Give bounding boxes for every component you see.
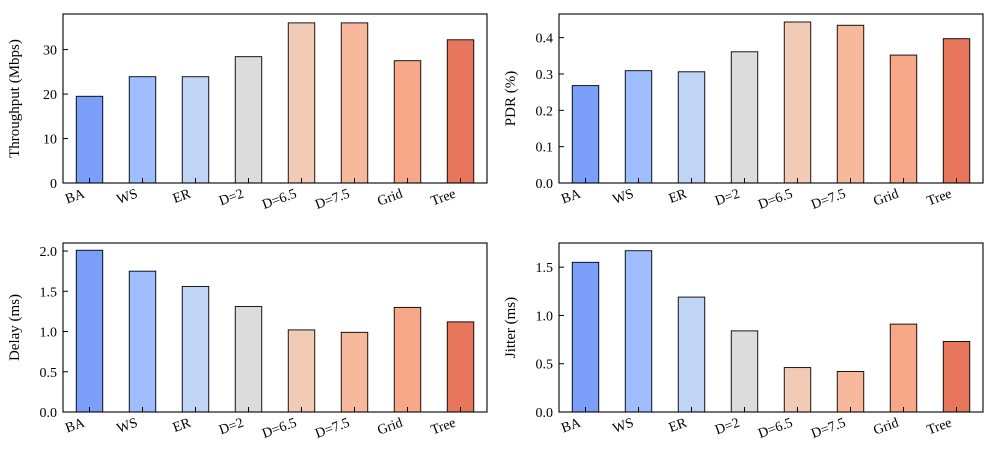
delay-bar-er	[181, 286, 210, 413]
jitter-category-label: D=7.5	[809, 416, 848, 442]
delay-bar-tree	[446, 321, 475, 413]
pdr-category-label: ER	[667, 186, 690, 206]
pdr-ytick-label: 0.2	[536, 104, 554, 119]
throughput-category-label: BA	[63, 186, 87, 207]
pdr-bar-d6-5	[783, 21, 812, 184]
pdr-axes-frame	[558, 13, 984, 184]
delay-axes-frame	[62, 242, 488, 413]
pdr-category-label: D=7.5	[809, 187, 848, 213]
jitter-category-label: Grid	[872, 416, 901, 439]
pdr-bar-ba	[571, 85, 600, 184]
throughput-bar-ba	[75, 95, 104, 184]
throughput-bar-d2	[234, 56, 263, 184]
delay-bar-d6-5	[287, 329, 316, 413]
jitter-category-label: D=6.5	[756, 416, 795, 442]
pdr-bar-tree	[942, 38, 971, 184]
throughput-bar-er	[181, 76, 210, 184]
throughput-chart: BA WS ER D=2 D=6.5 D=7.5 Grid Tree 0 10 20 30 Throug…	[7, 13, 488, 213]
throughput-y-axis-title: Throughput (Mbps)	[7, 39, 23, 158]
throughput-bar-d6-5	[287, 22, 316, 184]
pdr-bar-grid	[889, 54, 918, 184]
throughput-category-label: WS	[115, 187, 140, 208]
jitter-ytick-label: 0.5	[536, 358, 554, 373]
delay-category-label: Tree	[429, 416, 458, 439]
jitter-y-axis-title: Jitter (ms)	[503, 297, 519, 358]
pdr-chart: BA WS ER D=2 D=6.5 D=7.5 Grid Tree 0.0 0.1 0.2 0.3 0…	[503, 13, 984, 213]
throughput-bar-ws	[128, 76, 157, 184]
throughput-bar-grid	[393, 60, 422, 184]
delay-ytick-label: 0.5	[40, 366, 58, 381]
jitter-category-label: BA	[559, 415, 583, 436]
pdr-ytick-label: 0.4	[536, 32, 554, 47]
throughput-ytick-label: 10	[43, 133, 57, 148]
jitter-category-label: D=2	[713, 416, 742, 439]
jitter-chart: BA WS ER D=2 D=6.5 D=7.5 Grid Tree 0.0 0.5 1.0 1.5 J…	[503, 242, 984, 442]
throughput-ytick-label: 0	[50, 177, 57, 192]
throughput-category-label: Grid	[376, 187, 405, 210]
throughput-ytick-label: 20	[43, 88, 57, 103]
pdr-category-label: Grid	[872, 187, 901, 210]
throughput-axes-frame	[62, 13, 488, 184]
delay-bar-grid	[393, 306, 422, 413]
delay-category-label: WS	[115, 416, 140, 437]
pdr-category-label: D=6.5	[756, 187, 795, 213]
jitter-ytick-label: 1.5	[536, 261, 554, 276]
delay-y-axis-title: Delay (ms)	[7, 294, 23, 361]
delay-category-label: BA	[63, 415, 87, 436]
jitter-category-label: WS	[611, 416, 636, 437]
throughput-category-label: D=2	[217, 187, 246, 210]
delay-bar-d2	[234, 306, 263, 413]
pdr-category-label: Tree	[925, 187, 954, 210]
pdr-bar-d2	[730, 51, 759, 184]
delay-category-label: ER	[171, 415, 194, 435]
throughput-category-label: D=6.5	[260, 187, 299, 213]
jitter-bar-grid	[889, 323, 918, 413]
pdr-category-label: BA	[559, 186, 583, 207]
jitter-axes-frame	[558, 242, 984, 413]
throughput-category-label: D=7.5	[313, 187, 352, 213]
delay-category-label: Grid	[376, 416, 405, 439]
delay-chart: BA WS ER D=2 D=6.5 D=7.5 Grid Tree 0.0 0.5 1.0 1.5 2…	[7, 242, 488, 442]
jitter-bar-er	[677, 296, 706, 413]
jitter-ytick-label: 1.0	[536, 309, 554, 324]
jitter-category-label: ER	[667, 415, 690, 435]
jitter-bar-tree	[942, 341, 971, 413]
delay-bar-ba	[75, 249, 104, 413]
jitter-category-label: Tree	[925, 416, 954, 439]
throughput-category-label: ER	[171, 186, 194, 206]
jitter-bar-ws	[624, 250, 653, 413]
pdr-ytick-label: 0.0	[536, 177, 554, 192]
pdr-y-axis-title: PDR (%)	[503, 71, 519, 126]
delay-category-label: D=7.5	[313, 416, 352, 442]
throughput-bar-tree	[446, 39, 475, 184]
delay-ytick-label: 0.0	[40, 406, 58, 421]
delay-category-label: D=2	[217, 416, 246, 439]
throughput-bar-d7-5	[340, 22, 369, 184]
delay-ytick-label: 1.0	[40, 326, 58, 341]
pdr-bar-d7-5	[836, 24, 865, 184]
pdr-bar-ws	[624, 70, 653, 184]
delay-ytick-label: 1.5	[40, 285, 58, 300]
throughput-category-label: Tree	[429, 187, 458, 210]
jitter-bar-d7-5	[836, 370, 865, 413]
jitter-ytick-label: 0.0	[536, 406, 554, 421]
delay-bar-d7-5	[340, 331, 369, 413]
pdr-category-label: D=2	[713, 187, 742, 210]
jitter-bar-ba	[571, 261, 600, 413]
delay-bar-ws	[128, 270, 157, 413]
pdr-bar-er	[677, 71, 706, 184]
pdr-ytick-label: 0.1	[536, 141, 554, 156]
pdr-category-label: WS	[611, 187, 636, 208]
jitter-bar-d6-5	[783, 367, 812, 413]
delay-ytick-label: 2.0	[40, 245, 58, 260]
pdr-ytick-label: 0.3	[536, 68, 554, 83]
jitter-bar-d2	[730, 330, 759, 413]
throughput-ytick-label: 30	[43, 44, 57, 59]
delay-category-label: D=6.5	[260, 416, 299, 442]
